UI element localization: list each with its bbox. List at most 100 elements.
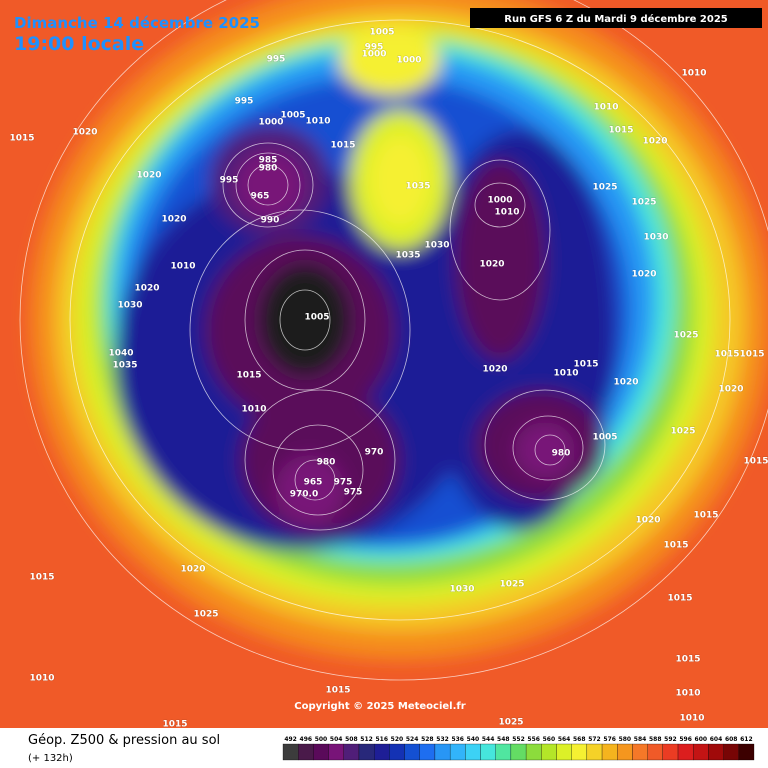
colorbar-label: 596 [679, 736, 692, 743]
colorbar-swatch [495, 743, 512, 761]
map-field: Dimanche 14 décembre 2025 19:00 locale R… [0, 0, 768, 730]
colorbar-label: 496 [300, 736, 313, 743]
pressure-label: 1035 [405, 182, 430, 192]
colorbar-swatch [738, 743, 755, 761]
pressure-label: 1020 [613, 378, 638, 388]
pressure-label: 1015 [743, 457, 768, 467]
pressure-label: 1025 [631, 198, 656, 208]
colorbar-label: 548 [497, 736, 510, 743]
colorbar-label: 544 [482, 736, 495, 743]
pressure-label: 1030 [424, 241, 449, 251]
pressure-label: 1020 [718, 385, 743, 395]
pressure-label: 1025 [592, 183, 617, 193]
colorbar-label: 508 [345, 736, 358, 743]
lead-time: (+ 132h) [28, 753, 73, 764]
pressure-label: 1015 [693, 511, 718, 521]
pressure-label: 1035 [395, 251, 420, 261]
pressure-label: 1005 [369, 28, 394, 38]
pressure-label: 1020 [134, 284, 159, 294]
pressure-label: 1020 [72, 128, 97, 138]
pressure-label: 1020 [161, 215, 186, 225]
colorbar-swatch [632, 743, 648, 761]
pressure-label: 1005 [304, 313, 329, 323]
pressure-label: 1020 [631, 270, 656, 280]
pressure-label: 995 [365, 43, 384, 53]
colorbar: 492 496 500 504 508 512 516 520 524 528 532 536 540 5… [282, 736, 755, 761]
colorbar-swatch [419, 743, 436, 761]
pressure-label: 1020 [635, 516, 660, 526]
colorbar-label: 520 [391, 736, 404, 743]
colorbar-swatch [389, 743, 405, 761]
pressure-label: 1005 [280, 111, 305, 121]
pressure-label: 1010 [170, 262, 195, 272]
colorbar-swatch [617, 743, 633, 761]
pressure-label: 970 [365, 448, 384, 458]
colorbar-swatch [313, 743, 329, 761]
colorbar-swatch [601, 743, 618, 761]
pressure-label: 1015 [663, 541, 688, 551]
colorbar-label: 600 [695, 736, 708, 743]
pressure-label: 1040 [108, 349, 133, 359]
colorbar-label: 512 [360, 736, 373, 743]
pressure-label: 1020 [479, 260, 504, 270]
colorbar-swatch [556, 743, 572, 761]
pressure-label: 1000 [361, 50, 386, 60]
pressure-label: 1020 [482, 365, 507, 375]
pressure-label: 975 [334, 478, 353, 488]
pressure-label: 1010 [29, 674, 54, 684]
pressure-label: 1015 [29, 573, 54, 583]
colorbar-label: 516 [375, 736, 388, 743]
pressure-label: 965 [251, 192, 270, 202]
pressure-label: 1000 [487, 196, 512, 206]
pressure-label: 995 [267, 55, 286, 65]
run-box [470, 8, 762, 28]
pressure-label: 1035 [112, 361, 137, 371]
colorbar-label: 612 [740, 736, 753, 743]
colorbar-label: 568 [573, 736, 586, 743]
colorbar-label: 532 [436, 736, 449, 743]
colorbar-label: 504 [330, 736, 343, 743]
pressure-label: 1015 [739, 350, 764, 360]
colorbar-swatch [586, 743, 603, 761]
colorbar-label: 588 [649, 736, 662, 743]
pressure-label: 1030 [449, 585, 474, 595]
colorbar-swatch [343, 743, 360, 761]
pressure-label: 1025 [670, 427, 695, 437]
colorbar-swatch [662, 743, 679, 761]
pressure-label: 1025 [499, 580, 524, 590]
pressure-label: 1015 [330, 141, 355, 151]
colorbar-label: 576 [603, 736, 616, 743]
pressure-label: 980 [552, 449, 571, 459]
pressure-label: 1010 [494, 208, 519, 218]
colorbar-label: 572 [588, 736, 601, 743]
pressure-label: 1015 [714, 350, 739, 360]
pressure-label: 1015 [162, 720, 187, 730]
legend-title: Géop. Z500 & pression au sol [28, 733, 220, 748]
colorbar-label: 604 [710, 736, 723, 743]
colorbar-swatch [525, 743, 542, 761]
colorbar-swatch [434, 743, 451, 761]
colorbar-swatch [647, 743, 663, 761]
colorbar-label: 536 [451, 736, 464, 743]
pressure-label: 1015 [675, 655, 700, 665]
colorbar-label: 540 [467, 736, 480, 743]
colorbar-swatch [374, 743, 390, 761]
pressure-label: 1010 [679, 714, 704, 724]
colorbar-label: 580 [619, 736, 632, 743]
height-field [30, 0, 768, 660]
colorbar-swatch [480, 743, 496, 761]
colorbar-swatch [723, 743, 739, 761]
pressure-label: 1015 [236, 371, 261, 381]
colorbar-swatch [449, 743, 466, 761]
pressure-label: 1020 [642, 137, 667, 147]
colorbar-label: 528 [421, 736, 434, 743]
pressure-label: 1015 [9, 134, 34, 144]
map-date: Dimanche 14 décembre 2025 [14, 14, 260, 32]
pressure-label: 1010 [241, 405, 266, 415]
colorbar-label: 524 [406, 736, 419, 743]
pressure-label: 1005 [592, 433, 617, 443]
pressure-label: 965 [304, 478, 323, 488]
colorbar-swatch [358, 743, 375, 761]
colorbar-label: 556 [527, 736, 540, 743]
pressure-label: 1030 [643, 233, 668, 243]
